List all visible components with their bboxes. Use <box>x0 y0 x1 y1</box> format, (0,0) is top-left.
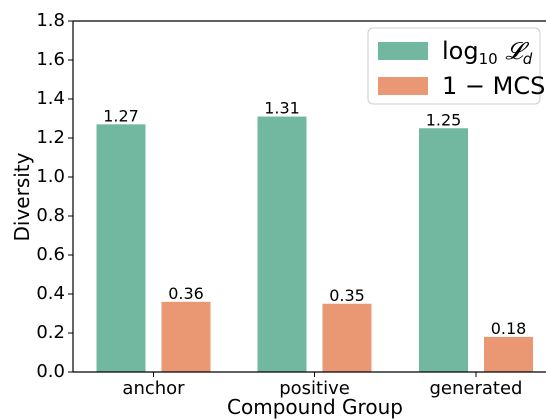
bar-anchor-series-1 <box>96 124 146 372</box>
y-tick-label: 1.0 <box>36 166 65 187</box>
data-labels-group: 1.27 0.36 1.31 0.35 1.25 0.18 <box>103 99 526 338</box>
x-tick-label-positive: positive <box>279 378 350 399</box>
data-label-anchor-series-1: 1.27 <box>103 106 139 125</box>
x-tick-label-generated: generated <box>430 378 523 399</box>
legend-label-series-2: 1 − MCS <box>442 72 545 100</box>
bar-generated-series-2 <box>484 336 533 372</box>
y-tick-label: 0.4 <box>36 283 65 304</box>
x-ticks-group: anchor positive generated <box>122 372 522 399</box>
bar-anchor-series-2 <box>161 301 211 372</box>
y-axis-title: Diversity <box>10 152 34 241</box>
y-tick-label: 1.6 <box>36 49 65 70</box>
x-axis-title: Compound Group <box>227 395 403 419</box>
y-ticks-group: 0.0 0.2 0.4 0.6 0.8 1.0 1.2 1.4 1.6 1.8 <box>36 10 73 382</box>
y-tick-label: 1.4 <box>36 88 65 109</box>
y-tick-label: 0.6 <box>36 244 65 265</box>
x-tick-label-anchor: anchor <box>122 378 185 399</box>
legend: log10 𝓛d 1 − MCS <box>367 27 545 105</box>
bar-positive-series-2 <box>322 303 372 372</box>
data-label-generated-series-1: 1.25 <box>426 110 462 129</box>
data-label-positive-series-2: 0.35 <box>329 286 365 305</box>
bar-generated-series-1 <box>419 128 468 372</box>
data-label-positive-series-1: 1.31 <box>264 99 300 118</box>
y-tick-label: 0.2 <box>36 322 65 343</box>
data-label-generated-series-2: 0.18 <box>491 319 527 338</box>
axes-group <box>72 20 546 373</box>
y-tick-label: 1.8 <box>36 10 65 31</box>
legend-swatch-series-2 <box>378 77 428 95</box>
y-tick-label: 0.0 <box>36 361 65 382</box>
bars-group <box>96 116 533 372</box>
y-tick-label: 0.8 <box>36 205 65 226</box>
data-label-anchor-series-2: 0.36 <box>168 284 204 303</box>
legend-swatch-series-1 <box>378 42 428 60</box>
bar-positive-series-1 <box>257 116 307 372</box>
y-tick-label: 1.2 <box>36 127 65 148</box>
